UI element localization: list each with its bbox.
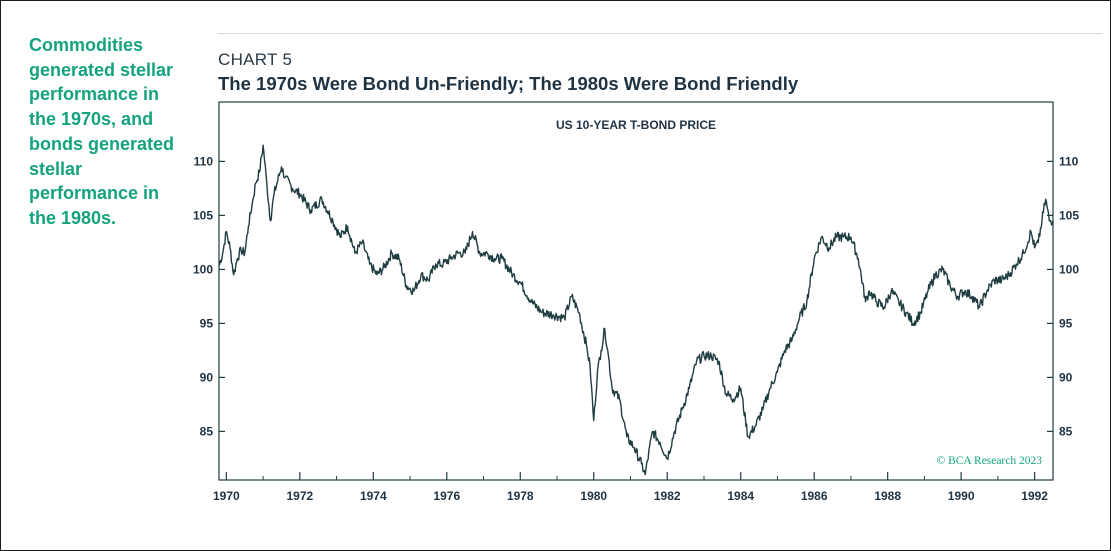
y-tick-label-left: 110 xyxy=(194,154,214,168)
x-tick-label: 1982 xyxy=(654,489,681,503)
x-tick-label: 1970 xyxy=(213,489,240,503)
y-tick-label-left: 85 xyxy=(200,424,214,438)
y-tick-label-left: 100 xyxy=(193,262,213,276)
y-tick-label-right: 110 xyxy=(1059,154,1079,168)
chart-subtitle: US 10-YEAR T-BOND PRICE xyxy=(556,118,716,132)
y-tick-label-right: 105 xyxy=(1059,208,1079,222)
x-tick-label: 1990 xyxy=(948,489,975,503)
x-tick-label: 1984 xyxy=(727,489,754,503)
x-tick-label: 1992 xyxy=(1021,489,1048,503)
sidebar-caption: Commodities generated stellar performanc… xyxy=(29,35,175,228)
axis-ticks: 85 85 90 90 95 95 100 100 105 105 110 110 1970 1972 19… xyxy=(193,154,1079,503)
y-tick-label-right: 100 xyxy=(1059,262,1079,276)
x-tick-label: 1978 xyxy=(507,489,534,503)
plot-area-border xyxy=(218,101,1054,481)
x-tick-label: 1986 xyxy=(801,489,828,503)
y-tick-label-left: 105 xyxy=(193,208,213,222)
y-tick-label-left: 95 xyxy=(200,316,214,330)
chart-title: The 1970s Were Bond Un-Friendly; The 198… xyxy=(218,73,799,94)
series-line xyxy=(218,144,1054,476)
x-tick-label: 1976 xyxy=(433,489,460,503)
y-tick-label-left: 90 xyxy=(200,370,214,384)
y-tick-label-right: 95 xyxy=(1059,316,1073,330)
credit-text: © BCA Research 2023 xyxy=(936,455,1042,467)
top-divider xyxy=(218,33,1102,34)
y-tick-label-right: 90 xyxy=(1059,370,1073,384)
x-tick-label: 1988 xyxy=(874,489,901,503)
x-tick-label: 1972 xyxy=(286,489,313,503)
x-tick-label: 1980 xyxy=(580,489,607,503)
chart-number-label: CHART 5 xyxy=(218,50,293,69)
x-tick-label: 1974 xyxy=(360,489,387,503)
y-tick-label-right: 85 xyxy=(1059,424,1073,438)
